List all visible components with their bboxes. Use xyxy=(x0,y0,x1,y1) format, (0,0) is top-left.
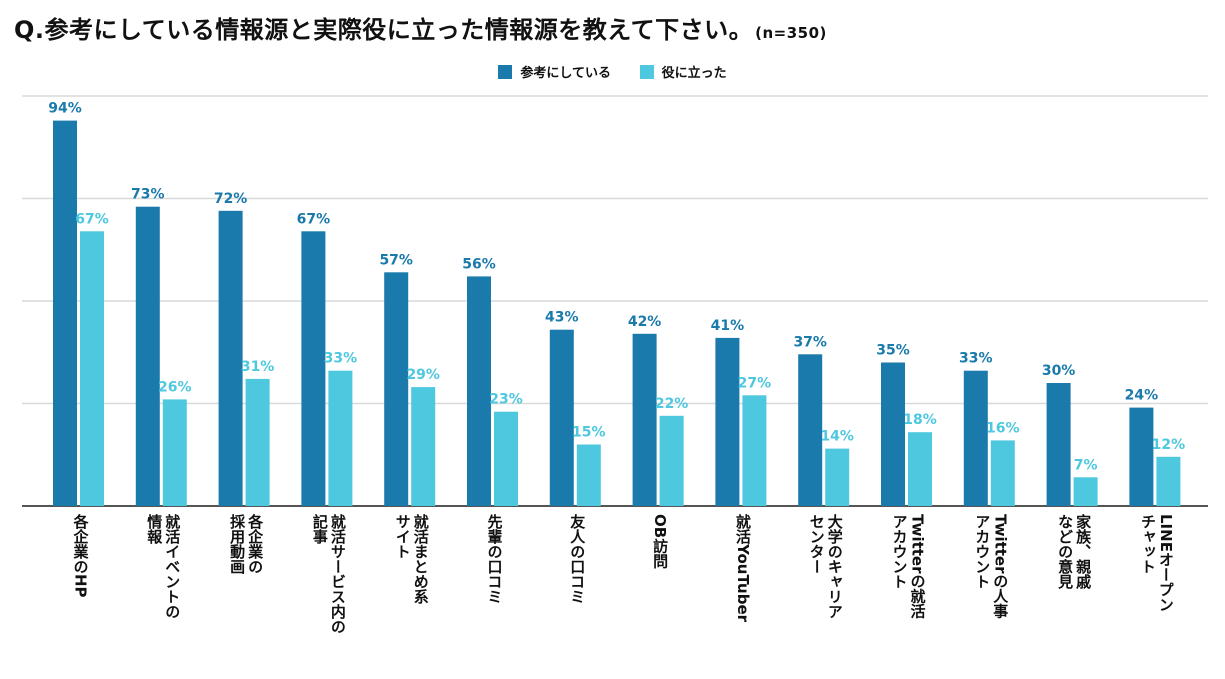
category-label: OB訪問 xyxy=(651,514,670,569)
legend: 参考にしている 役に立った xyxy=(0,62,1225,83)
bar-series2 xyxy=(825,448,850,506)
bar-series2 xyxy=(908,432,932,506)
data-label-series2: 33% xyxy=(324,351,358,367)
category-label: 家族、親戚 などの意見 xyxy=(1056,514,1093,589)
data-label-series2: 14% xyxy=(820,429,854,445)
bar-series1 xyxy=(1129,407,1154,506)
data-label-series2: 18% xyxy=(903,412,937,428)
bar-series1 xyxy=(384,272,409,506)
data-label-series1: 24% xyxy=(1125,388,1159,404)
data-label-series1: 94% xyxy=(48,101,82,117)
data-label-series2: 26% xyxy=(158,379,192,395)
data-label-series1: 41% xyxy=(711,318,745,334)
bar-series1 xyxy=(632,333,657,506)
bar-series2 xyxy=(411,387,436,506)
legend-label-series2: 役に立った xyxy=(661,66,727,81)
category-label: 就活サービス内の 記事 xyxy=(310,514,347,634)
category-label: 友人の口コミ xyxy=(568,514,587,604)
data-label-series1: 30% xyxy=(1042,363,1076,379)
data-label-series2: 29% xyxy=(406,367,440,383)
bar-series2 xyxy=(1073,477,1098,506)
data-label-series1: 72% xyxy=(214,191,248,207)
legend-item-series2: 役に立った xyxy=(639,62,727,81)
data-label-series2: 7% xyxy=(1074,457,1098,473)
data-label-series1: 35% xyxy=(876,343,910,359)
legend-item-series1: 参考にしている xyxy=(498,62,611,81)
data-label-series1: 42% xyxy=(628,314,662,330)
data-label-series2: 15% xyxy=(572,425,606,441)
data-label-series1: 37% xyxy=(793,334,827,350)
category-label: 各企業の 採用動画 xyxy=(228,514,265,574)
bar-series1 xyxy=(301,231,326,507)
category-label: Twitterの人事 アカウント xyxy=(973,514,1010,619)
data-label-series2: 31% xyxy=(241,359,275,375)
data-label-series2: 27% xyxy=(738,375,772,391)
legend-swatch-series2 xyxy=(639,64,654,79)
data-label-series2: 22% xyxy=(655,396,689,412)
bar-series1 xyxy=(963,370,988,506)
data-label-series1: 43% xyxy=(545,310,579,326)
legend-swatch-series1 xyxy=(498,64,513,79)
data-label-series2: 23% xyxy=(489,392,523,408)
bar-series2 xyxy=(659,415,684,506)
data-label-series2: 12% xyxy=(1152,437,1186,453)
bar-series2 xyxy=(80,231,104,507)
data-label-series2: 67% xyxy=(75,211,109,227)
bar-series1 xyxy=(881,362,905,506)
bar-series1 xyxy=(53,120,77,506)
bar-series1 xyxy=(798,354,823,506)
bar-series1 xyxy=(467,276,491,506)
category-label: 就活YouTuber xyxy=(733,514,752,623)
legend-label-series1: 参考にしている xyxy=(520,66,612,81)
bar-series2 xyxy=(576,444,601,506)
bar-series2 xyxy=(990,440,1015,506)
category-label: Twitterの就活 アカウント xyxy=(890,514,927,619)
data-label-series1: 57% xyxy=(379,252,413,268)
bar-series1 xyxy=(715,337,740,506)
sample-size-note: (n=350) xyxy=(755,24,827,42)
bar-series2 xyxy=(494,411,518,506)
category-label: 先輩の口コミ xyxy=(485,514,504,604)
category-label: 就活まとめ系 サイト xyxy=(393,514,430,604)
bar-series2 xyxy=(1156,456,1181,506)
bar-series1 xyxy=(549,329,574,506)
bar-series2 xyxy=(328,370,353,506)
chart-title-text: Q.参考にしている情報源と実際役に立った情報源を教えて下さい。 xyxy=(14,16,754,44)
bar-series2 xyxy=(245,378,270,506)
data-label-series1: 33% xyxy=(959,351,993,367)
category-label: 就活イベントの 情報 xyxy=(145,514,182,619)
bar-series2 xyxy=(742,395,767,506)
data-label-series1: 56% xyxy=(462,256,496,272)
bar-series1 xyxy=(218,210,243,507)
data-label-series2: 16% xyxy=(986,420,1020,436)
category-label: LINEオープン チャット xyxy=(1138,514,1175,612)
bar-series1 xyxy=(135,206,160,506)
data-label-series1: 73% xyxy=(131,187,165,203)
bar-series2 xyxy=(162,399,187,506)
data-label-series1: 67% xyxy=(297,211,331,227)
category-label: 大学のキャリア センター xyxy=(807,514,844,619)
bar-series1 xyxy=(1046,383,1071,506)
category-label: 各企業のHP xyxy=(71,514,90,598)
chart-title: Q.参考にしている情報源と実際役に立った情報源を教えて下さい。 (n=350) xyxy=(14,10,827,45)
